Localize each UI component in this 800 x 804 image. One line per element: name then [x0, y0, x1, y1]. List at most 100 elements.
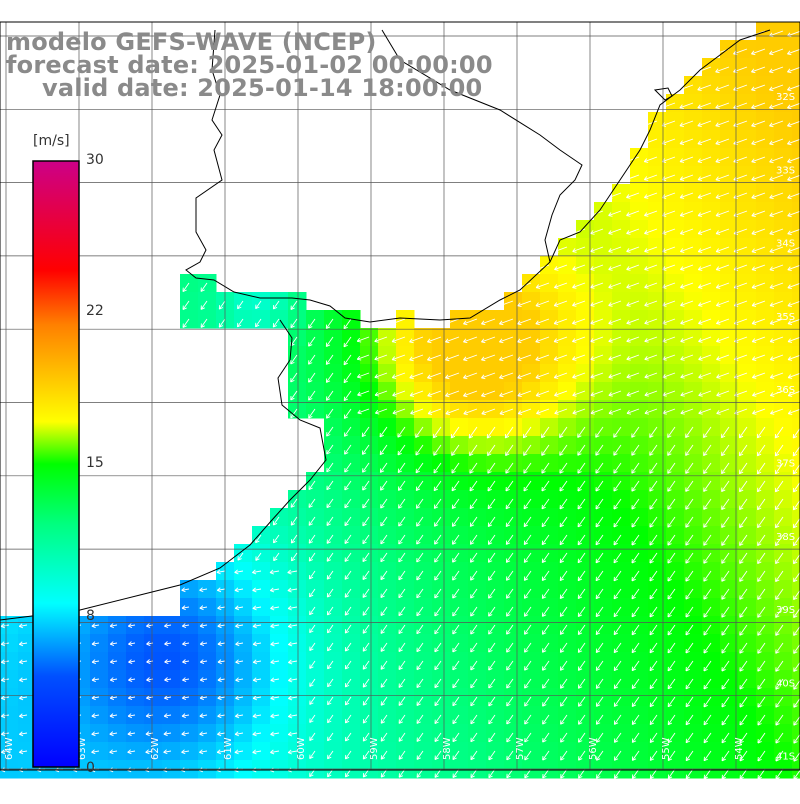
wind-cell — [630, 274, 649, 293]
wind-cell — [594, 310, 613, 329]
wind-cell — [162, 652, 181, 671]
wind-cell — [648, 364, 667, 383]
colorbar — [33, 161, 79, 767]
wind-cell — [774, 202, 793, 221]
wind-cell — [270, 724, 289, 743]
wind-cell — [504, 364, 523, 383]
wind-cell — [576, 274, 595, 293]
wind-cell — [684, 166, 703, 185]
wind-cell — [648, 130, 667, 149]
wind-cell — [756, 94, 775, 113]
wind-cell — [612, 310, 631, 329]
wind-cell — [666, 202, 685, 221]
wind-cell — [576, 238, 595, 257]
wind-cell — [756, 220, 775, 239]
wind-cell — [594, 292, 613, 311]
wind-cell — [702, 310, 721, 329]
wind-cell — [774, 328, 793, 347]
wind-cell — [144, 670, 163, 689]
wind-cell — [540, 382, 559, 401]
wind-cell — [666, 238, 685, 257]
wind-cell — [702, 112, 721, 131]
wind-cell — [432, 382, 451, 401]
wind-cell — [612, 238, 631, 257]
wind-cell — [576, 346, 595, 365]
wind-cell — [558, 238, 577, 257]
wind-cell — [756, 364, 775, 383]
wind-cell — [504, 382, 523, 401]
lon-label: 56W — [588, 737, 599, 760]
wind-cell — [522, 310, 541, 329]
wind-cell — [792, 256, 800, 275]
wind-cell — [756, 112, 775, 131]
wind-cell — [576, 382, 595, 401]
wind-cell — [792, 22, 800, 41]
wind-cell — [756, 76, 775, 95]
lon-label: 60W — [296, 737, 307, 760]
wind-cell — [648, 148, 667, 167]
wind-cell — [270, 598, 289, 617]
wind-cell — [594, 274, 613, 293]
wind-cell — [486, 310, 505, 329]
wind-cell — [738, 364, 757, 383]
wind-cell — [702, 328, 721, 347]
wind-cell — [792, 364, 800, 383]
wind-cell — [612, 220, 631, 239]
wind-cell — [414, 346, 433, 365]
wind-cell — [630, 166, 649, 185]
wind-cell — [738, 346, 757, 365]
wind-cell — [432, 328, 451, 347]
wind-cell — [738, 274, 757, 293]
wind-cell — [738, 112, 757, 131]
lon-label: 61W — [223, 737, 234, 760]
wind-cell — [630, 346, 649, 365]
wind-cell — [594, 346, 613, 365]
wind-cell — [684, 148, 703, 167]
wind-cell — [792, 112, 800, 131]
wind-cell — [486, 364, 505, 383]
wind-cell — [540, 364, 559, 383]
wind-cell — [288, 616, 307, 635]
wind-cell — [702, 382, 721, 401]
wind-cell — [126, 670, 145, 689]
wind-cell — [702, 148, 721, 167]
wind-cell — [288, 670, 307, 689]
wind-cell — [684, 328, 703, 347]
wind-cell — [288, 598, 307, 617]
wind-cell — [792, 40, 800, 59]
wind-cell — [702, 58, 721, 77]
wind-cell — [576, 328, 595, 347]
wind-cell — [684, 94, 703, 113]
wind-cell — [360, 364, 379, 383]
wind-cell — [288, 580, 307, 599]
wind-cell — [630, 292, 649, 311]
wind-cell — [378, 364, 397, 383]
wind-cell — [630, 382, 649, 401]
wind-cell — [648, 256, 667, 275]
wind-cell — [774, 256, 793, 275]
wind-cell — [756, 292, 775, 311]
wind-cell — [738, 382, 757, 401]
wind-cell — [684, 76, 703, 95]
wind-cell — [144, 634, 163, 653]
lat-label: 33S — [776, 165, 795, 176]
wind-cell — [522, 382, 541, 401]
wind-cell — [612, 328, 631, 347]
wind-cell — [504, 292, 523, 311]
wind-cell — [738, 76, 757, 95]
wind-cell — [756, 382, 775, 401]
wind-cell — [360, 382, 379, 401]
wind-cell — [774, 364, 793, 383]
wind-cell — [288, 706, 307, 725]
wind-cell — [666, 274, 685, 293]
wind-cell — [540, 346, 559, 365]
wind-cell — [648, 310, 667, 329]
wind-cell — [666, 220, 685, 239]
wind-cell — [792, 148, 800, 167]
wind-cell — [252, 562, 271, 581]
wind-cell — [648, 238, 667, 257]
wind-cell — [684, 256, 703, 275]
wind-cell — [270, 580, 289, 599]
wind-cell — [738, 166, 757, 185]
